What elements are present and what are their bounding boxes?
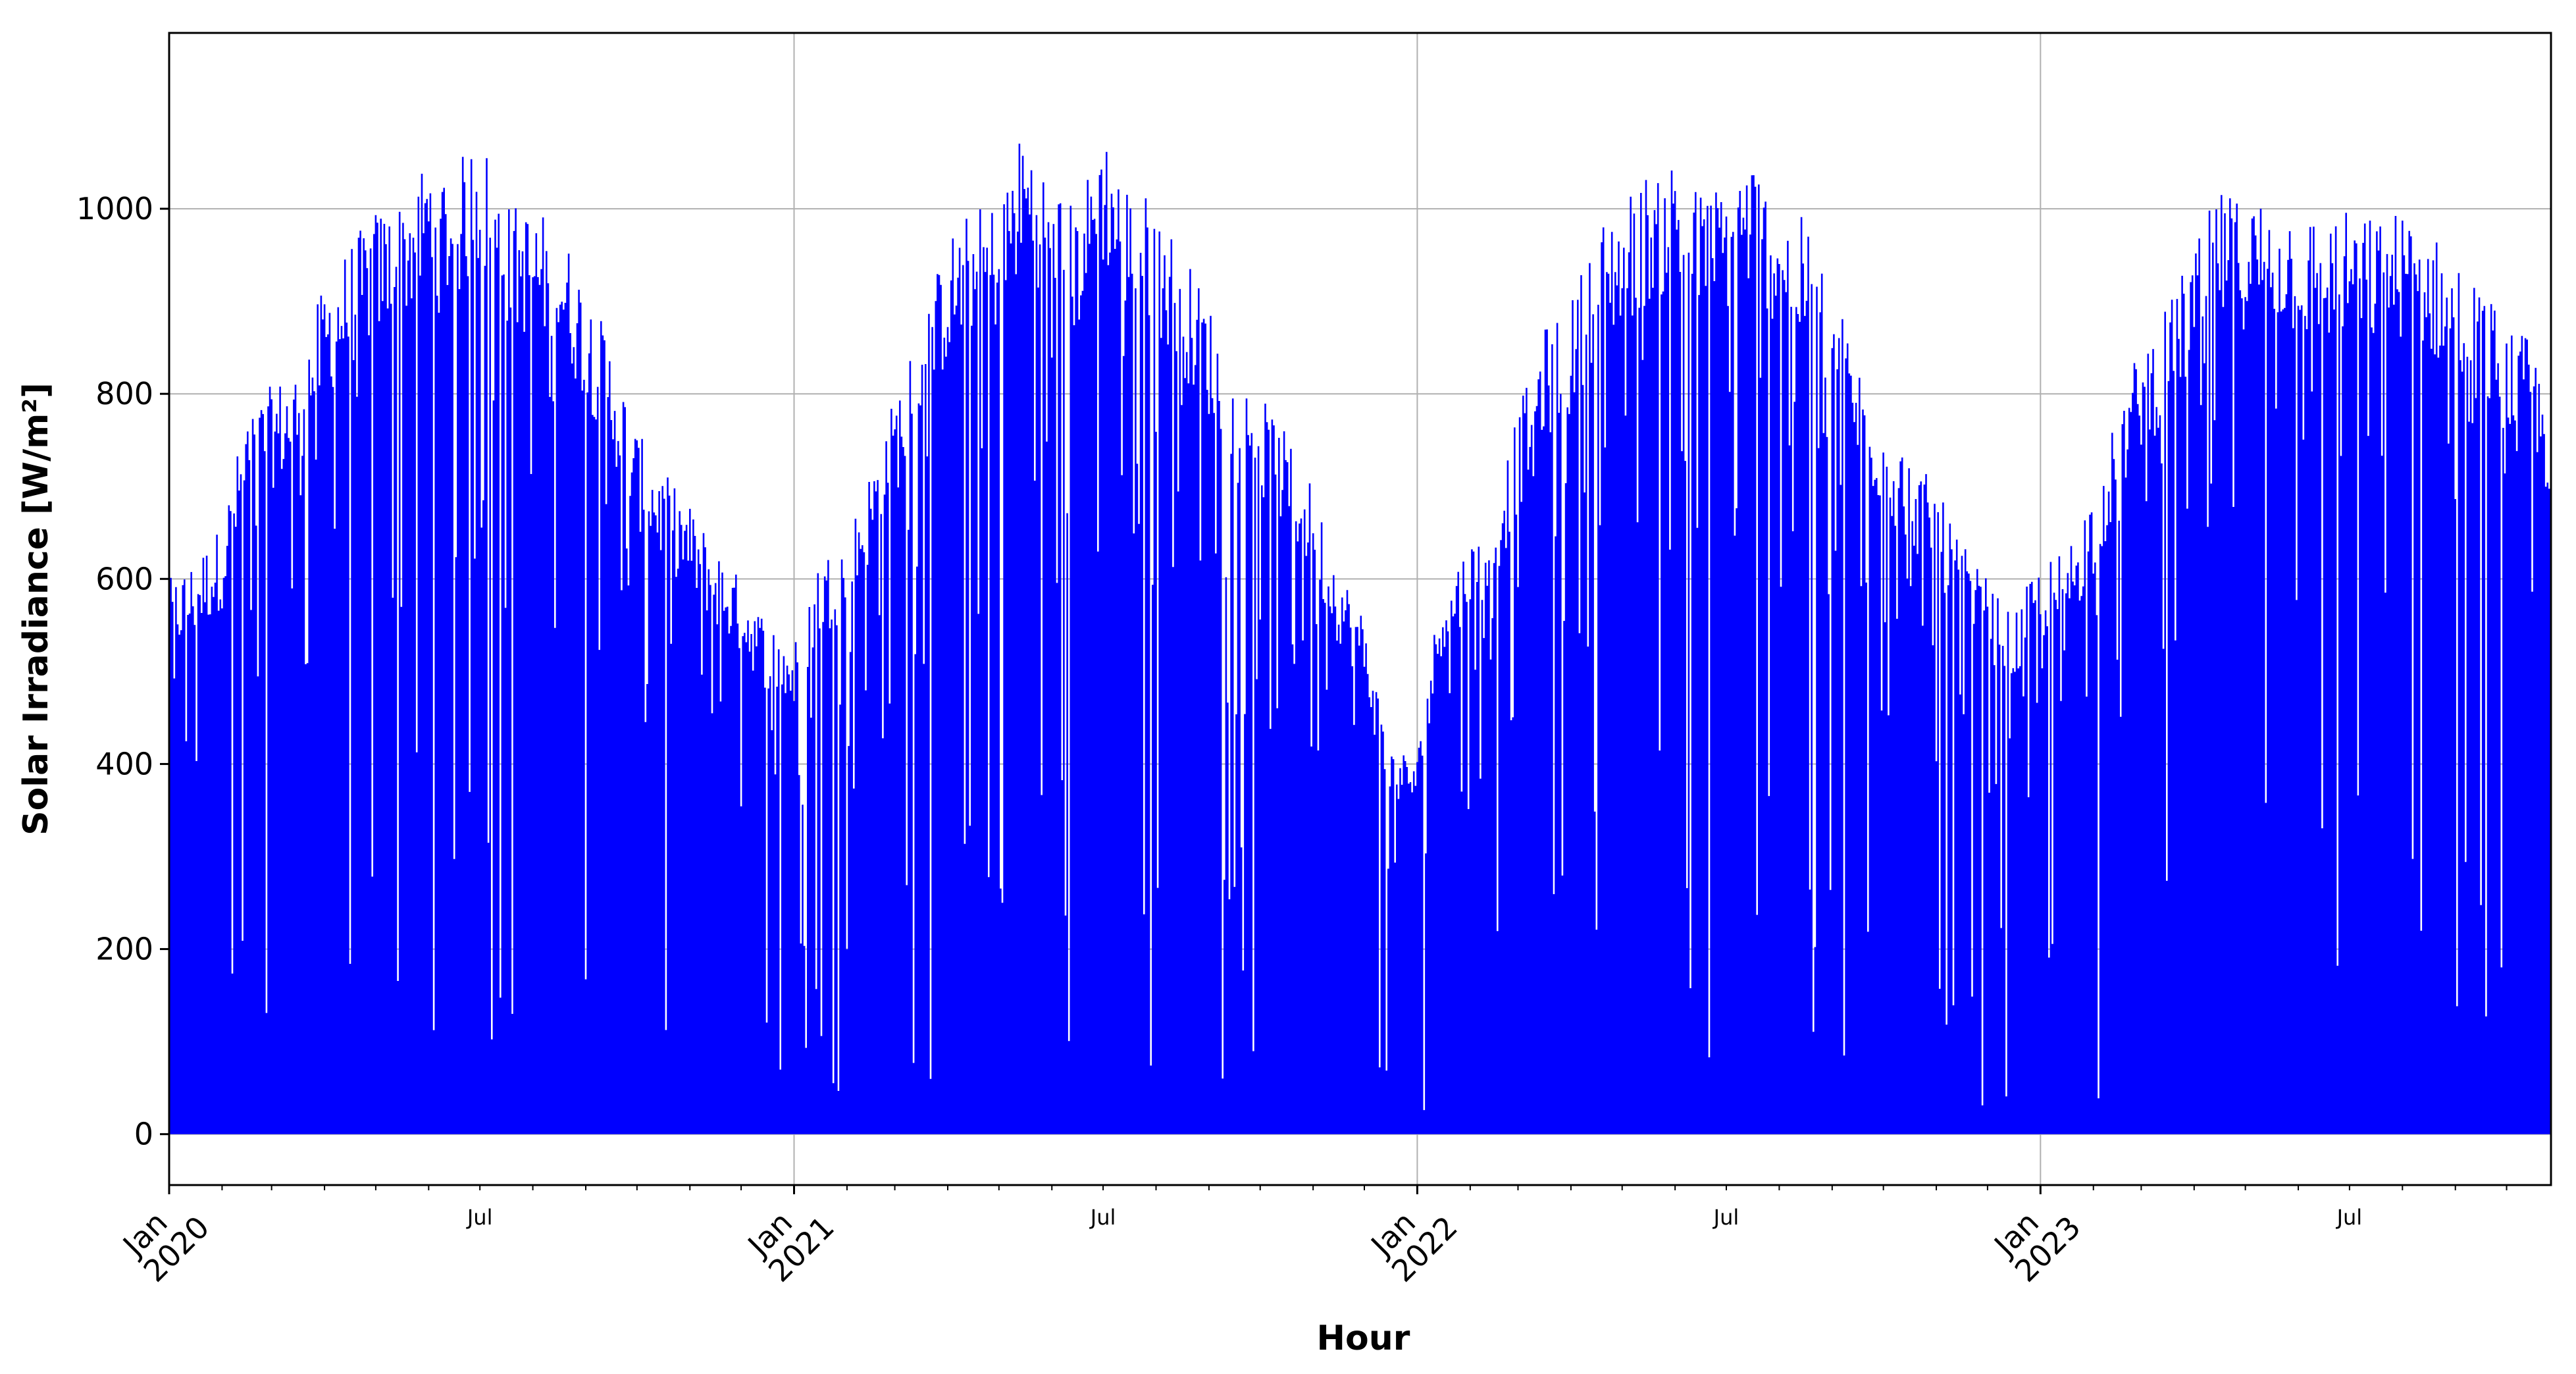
y-tick-label: 400 — [95, 746, 153, 781]
y-tick-label: 800 — [95, 376, 153, 411]
x-minor-tick-label: Jul — [1089, 1205, 1116, 1230]
y-tick-label: 1000 — [76, 191, 153, 226]
y-tick-label: 200 — [95, 932, 153, 967]
x-minor-tick-label: Jul — [1713, 1205, 1739, 1230]
y-tick-label: 0 — [134, 1117, 153, 1152]
x-minor-tick-label: Jul — [466, 1205, 493, 1230]
x-axis-label: Hour — [1317, 1319, 1410, 1358]
plot-frame — [168, 32, 2552, 1186]
y-axis-label: Solar Irradiance [W/m²] — [16, 383, 56, 835]
x-minor-tick-label: Jul — [2336, 1205, 2363, 1230]
y-tick-label: 600 — [95, 561, 153, 596]
